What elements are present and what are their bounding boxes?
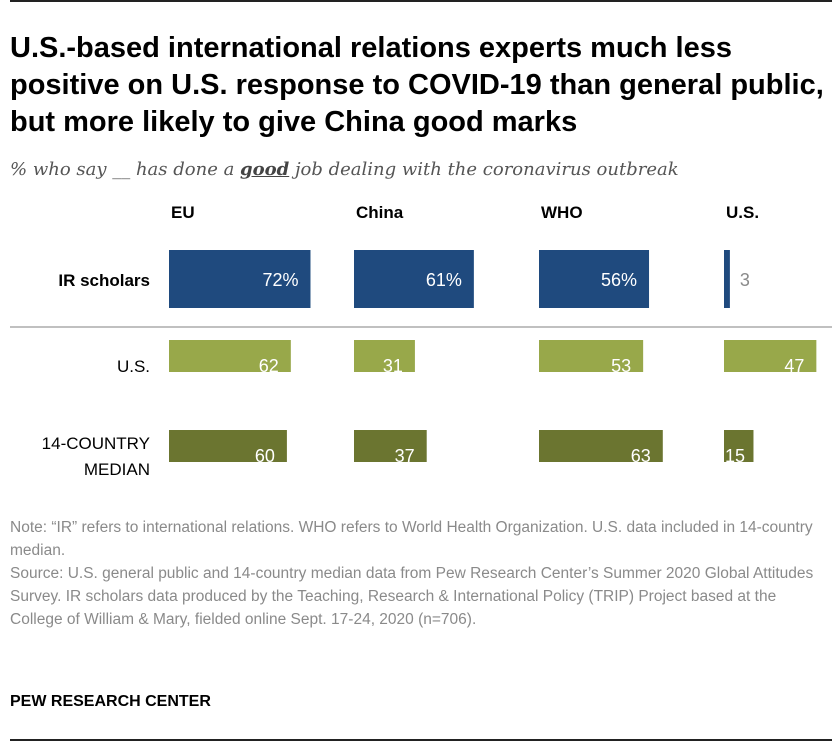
data-label: 63: [631, 446, 651, 466]
data-label: 56%: [601, 270, 637, 290]
bar-chart: EU China WHO U.S. IR scholars 72% 61% 56% 3 U.S. 6…: [10, 203, 832, 479]
bar: [354, 340, 415, 372]
row-label: IR scholars: [58, 271, 150, 290]
data-label: 60: [255, 446, 275, 466]
data-label: 37: [395, 446, 415, 466]
note-text: Note: “IR” refers to international relat…: [10, 519, 813, 559]
data-label: 31: [383, 356, 403, 376]
row-label: 14-COUNTRY: [42, 434, 150, 453]
category-header: WHO: [541, 203, 583, 222]
row-label: MEDIAN: [84, 460, 150, 479]
data-label: 72%: [262, 270, 298, 290]
chart-title: U.S.-based international relations exper…: [10, 32, 824, 138]
category-header: China: [356, 203, 404, 222]
bar: [724, 250, 730, 308]
bar: [724, 430, 754, 462]
bar: [724, 340, 817, 372]
chart-subtitle: % who say __ has done a good job dealing…: [10, 159, 835, 180]
category-header: U.S.: [726, 203, 759, 222]
bar: [539, 250, 650, 308]
row-label: U.S.: [117, 357, 150, 376]
data-label: 62: [259, 356, 279, 376]
category-header: EU: [171, 203, 195, 222]
subtitle-emphasis: good: [240, 159, 290, 180]
data-label: 53: [611, 356, 631, 376]
top-rule: [10, 0, 832, 2]
subtitle-lead: % who say __ has done a: [10, 159, 241, 180]
data-label: 47: [784, 356, 804, 376]
data-label: 15: [725, 446, 745, 466]
bar: [169, 340, 291, 372]
bar: [539, 340, 644, 372]
source-text: Source: U.S. general public and 14-count…: [10, 565, 814, 628]
subtitle-tail: job dealing with the coronavirus outbrea…: [289, 159, 679, 180]
brand-logo-text: PEW RESEARCH CENTER: [10, 693, 211, 710]
bar: [354, 430, 427, 462]
bar: [169, 250, 311, 308]
bar: [354, 250, 474, 308]
bar: [169, 430, 287, 462]
bottom-rule: [10, 739, 832, 741]
data-label: 61%: [426, 270, 462, 290]
notes-block: Note: “IR” refers to international relat…: [10, 516, 830, 631]
data-label: 3: [740, 270, 750, 290]
bar: [539, 430, 663, 462]
